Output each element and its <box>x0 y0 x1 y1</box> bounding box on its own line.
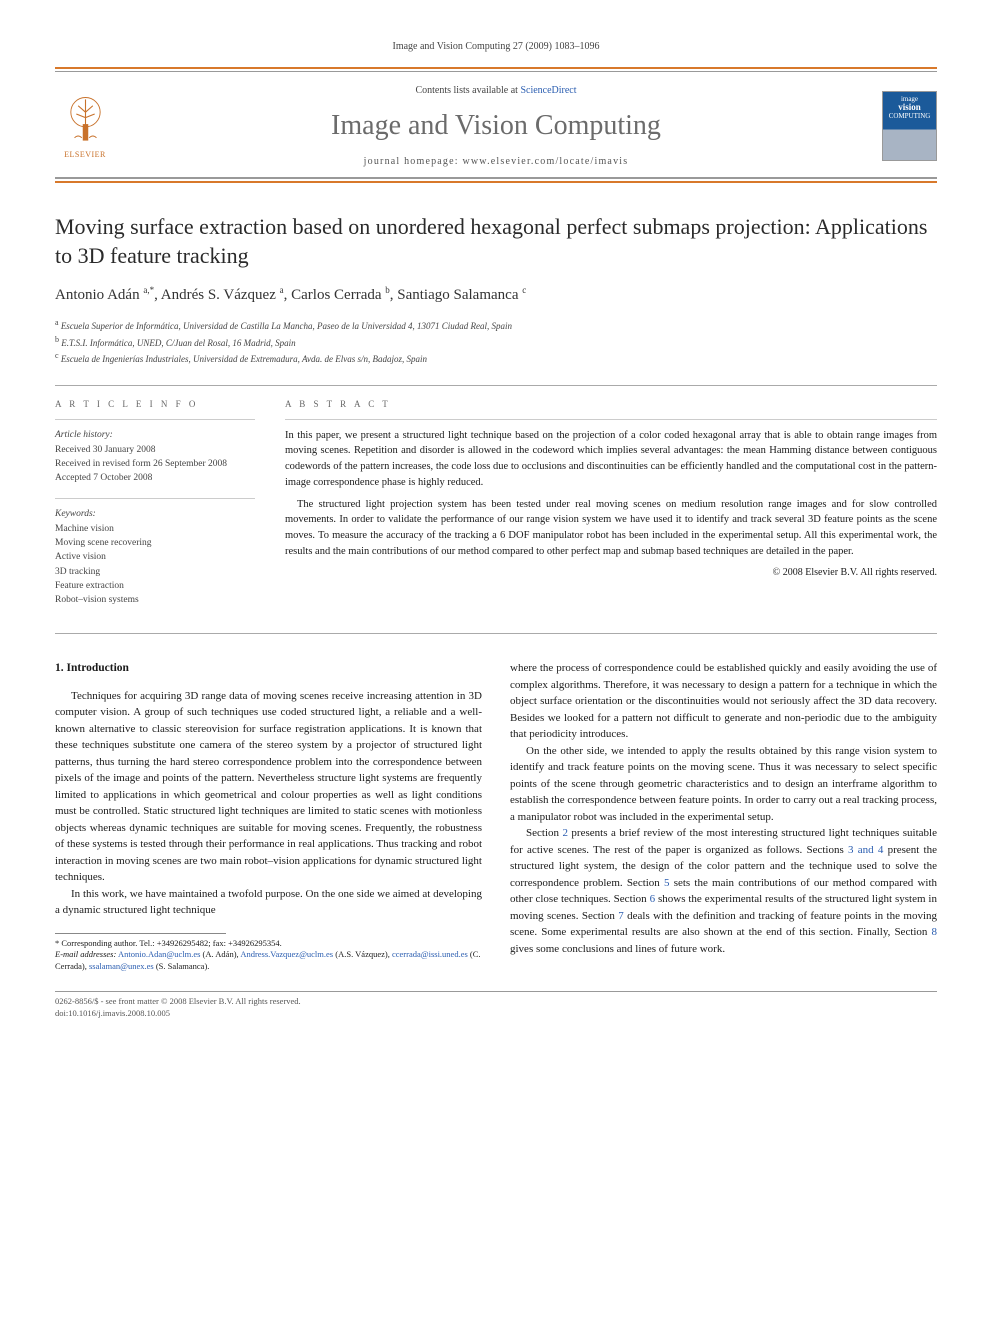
corr-author-line: * Corresponding author. Tel.: +349262954… <box>55 938 482 950</box>
body-para-sections: Section 2 presents a brief review of the… <box>510 825 937 957</box>
keyword: 3D tracking <box>55 565 255 579</box>
sciencedirect-link[interactable]: ScienceDirect <box>520 85 576 96</box>
text-fragment: gives some conclusions and lines of futu… <box>510 943 725 955</box>
article-info-heading: A R T I C L E I N F O <box>55 398 255 411</box>
journal-header: ELSEVIER Contents lists available at Sci… <box>55 72 937 179</box>
keyword: Feature extraction <box>55 579 255 593</box>
front-matter-line: 0262-8856/$ - see front matter © 2008 El… <box>55 996 937 1008</box>
section-number: 1. <box>55 662 64 674</box>
email-label: E-mail addresses: <box>55 949 116 959</box>
history-line: Received in revised form 26 September 20… <box>55 457 255 471</box>
contents-prefix: Contents lists available at <box>415 85 520 96</box>
article-info-column: A R T I C L E I N F O Article history: R… <box>55 398 255 620</box>
history-line: Accepted 7 October 2008 <box>55 471 255 485</box>
abstract-para: The structured light projection system h… <box>285 497 937 560</box>
header-rule-orange-top <box>55 67 937 69</box>
keyword: Moving scene recovering <box>55 536 255 550</box>
affiliation-line: a Escuela Superior de Informática, Unive… <box>55 317 937 334</box>
section-ref[interactable]: 3 and 4 <box>848 844 883 856</box>
doi-line: doi:10.1016/j.imavis.2008.10.005 <box>55 1008 937 1020</box>
affiliations: a Escuela Superior de Informática, Unive… <box>55 317 937 367</box>
email-name: (A. Adán), <box>203 949 239 959</box>
header-rule-thin-2 <box>55 178 937 179</box>
keyword: Active vision <box>55 550 255 564</box>
keyword: Machine vision <box>55 522 255 536</box>
body-columns: 1. Introduction Techniques for acquiring… <box>55 660 937 973</box>
keyword: Robot–vision systems <box>55 593 255 607</box>
email-link[interactable]: ssalaman@unex.es <box>89 961 154 971</box>
article-title: Moving surface extraction based on unord… <box>55 213 937 270</box>
email-link[interactable]: Andress.Vazquez@uclm.es <box>240 949 333 959</box>
email-name: (S. Salamanca). <box>156 961 210 971</box>
section-heading: 1. Introduction <box>55 660 482 677</box>
abstract-column: A B S T R A C T In this paper, we presen… <box>285 398 937 620</box>
authors-line: Antonio Adán a,*, Andrés S. Vázquez a, C… <box>55 284 937 307</box>
elsevier-label: ELSEVIER <box>64 149 106 161</box>
text-fragment: Section <box>526 827 562 839</box>
body-para: where the process of correspondence coul… <box>510 660 937 743</box>
elsevier-logo: ELSEVIER <box>55 82 125 172</box>
footnote-rule <box>55 933 226 934</box>
abstract-copyright: © 2008 Elsevier B.V. All rights reserved… <box>285 566 937 581</box>
history-line: Received 30 January 2008 <box>55 443 255 457</box>
abstract-para: In this paper, we present a structured l… <box>285 428 937 491</box>
info-abstract-block: A R T I C L E I N F O Article history: R… <box>55 385 937 635</box>
homepage-prefix: journal homepage: <box>364 156 463 167</box>
journal-name: Image and Vision Computing <box>125 106 867 147</box>
email-line: E-mail addresses: Antonio.Adan@uclm.es (… <box>55 949 482 973</box>
elsevier-tree-icon <box>58 92 113 147</box>
keywords-block: Keywords: Machine vision Moving scene re… <box>55 507 255 608</box>
top-citation: Image and Vision Computing 27 (2009) 108… <box>55 40 937 55</box>
right-column: where the process of correspondence coul… <box>510 660 937 973</box>
article-history: Article history: Received 30 January 200… <box>55 428 255 486</box>
affiliation-line: c Escuela de Ingenierías Industriales, U… <box>55 350 937 367</box>
cover-thumbnail: image vision COMPUTING <box>882 91 937 161</box>
affiliation-line: b E.T.S.I. Informática, UNED, C/Juan del… <box>55 334 937 351</box>
section-ref[interactable]: 8 <box>932 926 938 938</box>
keywords-label: Keywords: <box>55 507 255 521</box>
body-para: Techniques for acquiring 3D range data o… <box>55 688 482 886</box>
left-column: 1. Introduction Techniques for acquiring… <box>55 660 482 973</box>
homepage-url: www.elsevier.com/locate/imavis <box>462 156 628 167</box>
bottom-info: 0262-8856/$ - see front matter © 2008 El… <box>55 996 937 1020</box>
bottom-rule: 0262-8856/$ - see front matter © 2008 El… <box>55 991 937 1020</box>
body-para: In this work, we have maintained a twofo… <box>55 886 482 919</box>
cover-text-computing: COMPUTING <box>889 113 931 120</box>
header-rule-orange-bottom <box>55 181 937 183</box>
email-link[interactable]: Antonio.Adan@uclm.es <box>118 949 200 959</box>
section-title: Introduction <box>67 662 129 674</box>
history-label: Article history: <box>55 428 255 442</box>
corresponding-footnote: * Corresponding author. Tel.: +349262954… <box>55 938 482 974</box>
journal-cover: image vision COMPUTING <box>867 82 937 172</box>
abstract-text: In this paper, we present a structured l… <box>285 428 937 560</box>
homepage-line: journal homepage: www.elsevier.com/locat… <box>125 155 867 170</box>
header-center: Contents lists available at ScienceDirec… <box>125 82 867 172</box>
abstract-heading: A B S T R A C T <box>285 398 937 411</box>
contents-line: Contents lists available at ScienceDirec… <box>125 84 867 99</box>
email-link[interactable]: ccerrada@issi.uned.es <box>392 949 468 959</box>
body-para: On the other side, we intended to apply … <box>510 743 937 826</box>
email-name: (A.S. Vázquez), <box>335 949 390 959</box>
